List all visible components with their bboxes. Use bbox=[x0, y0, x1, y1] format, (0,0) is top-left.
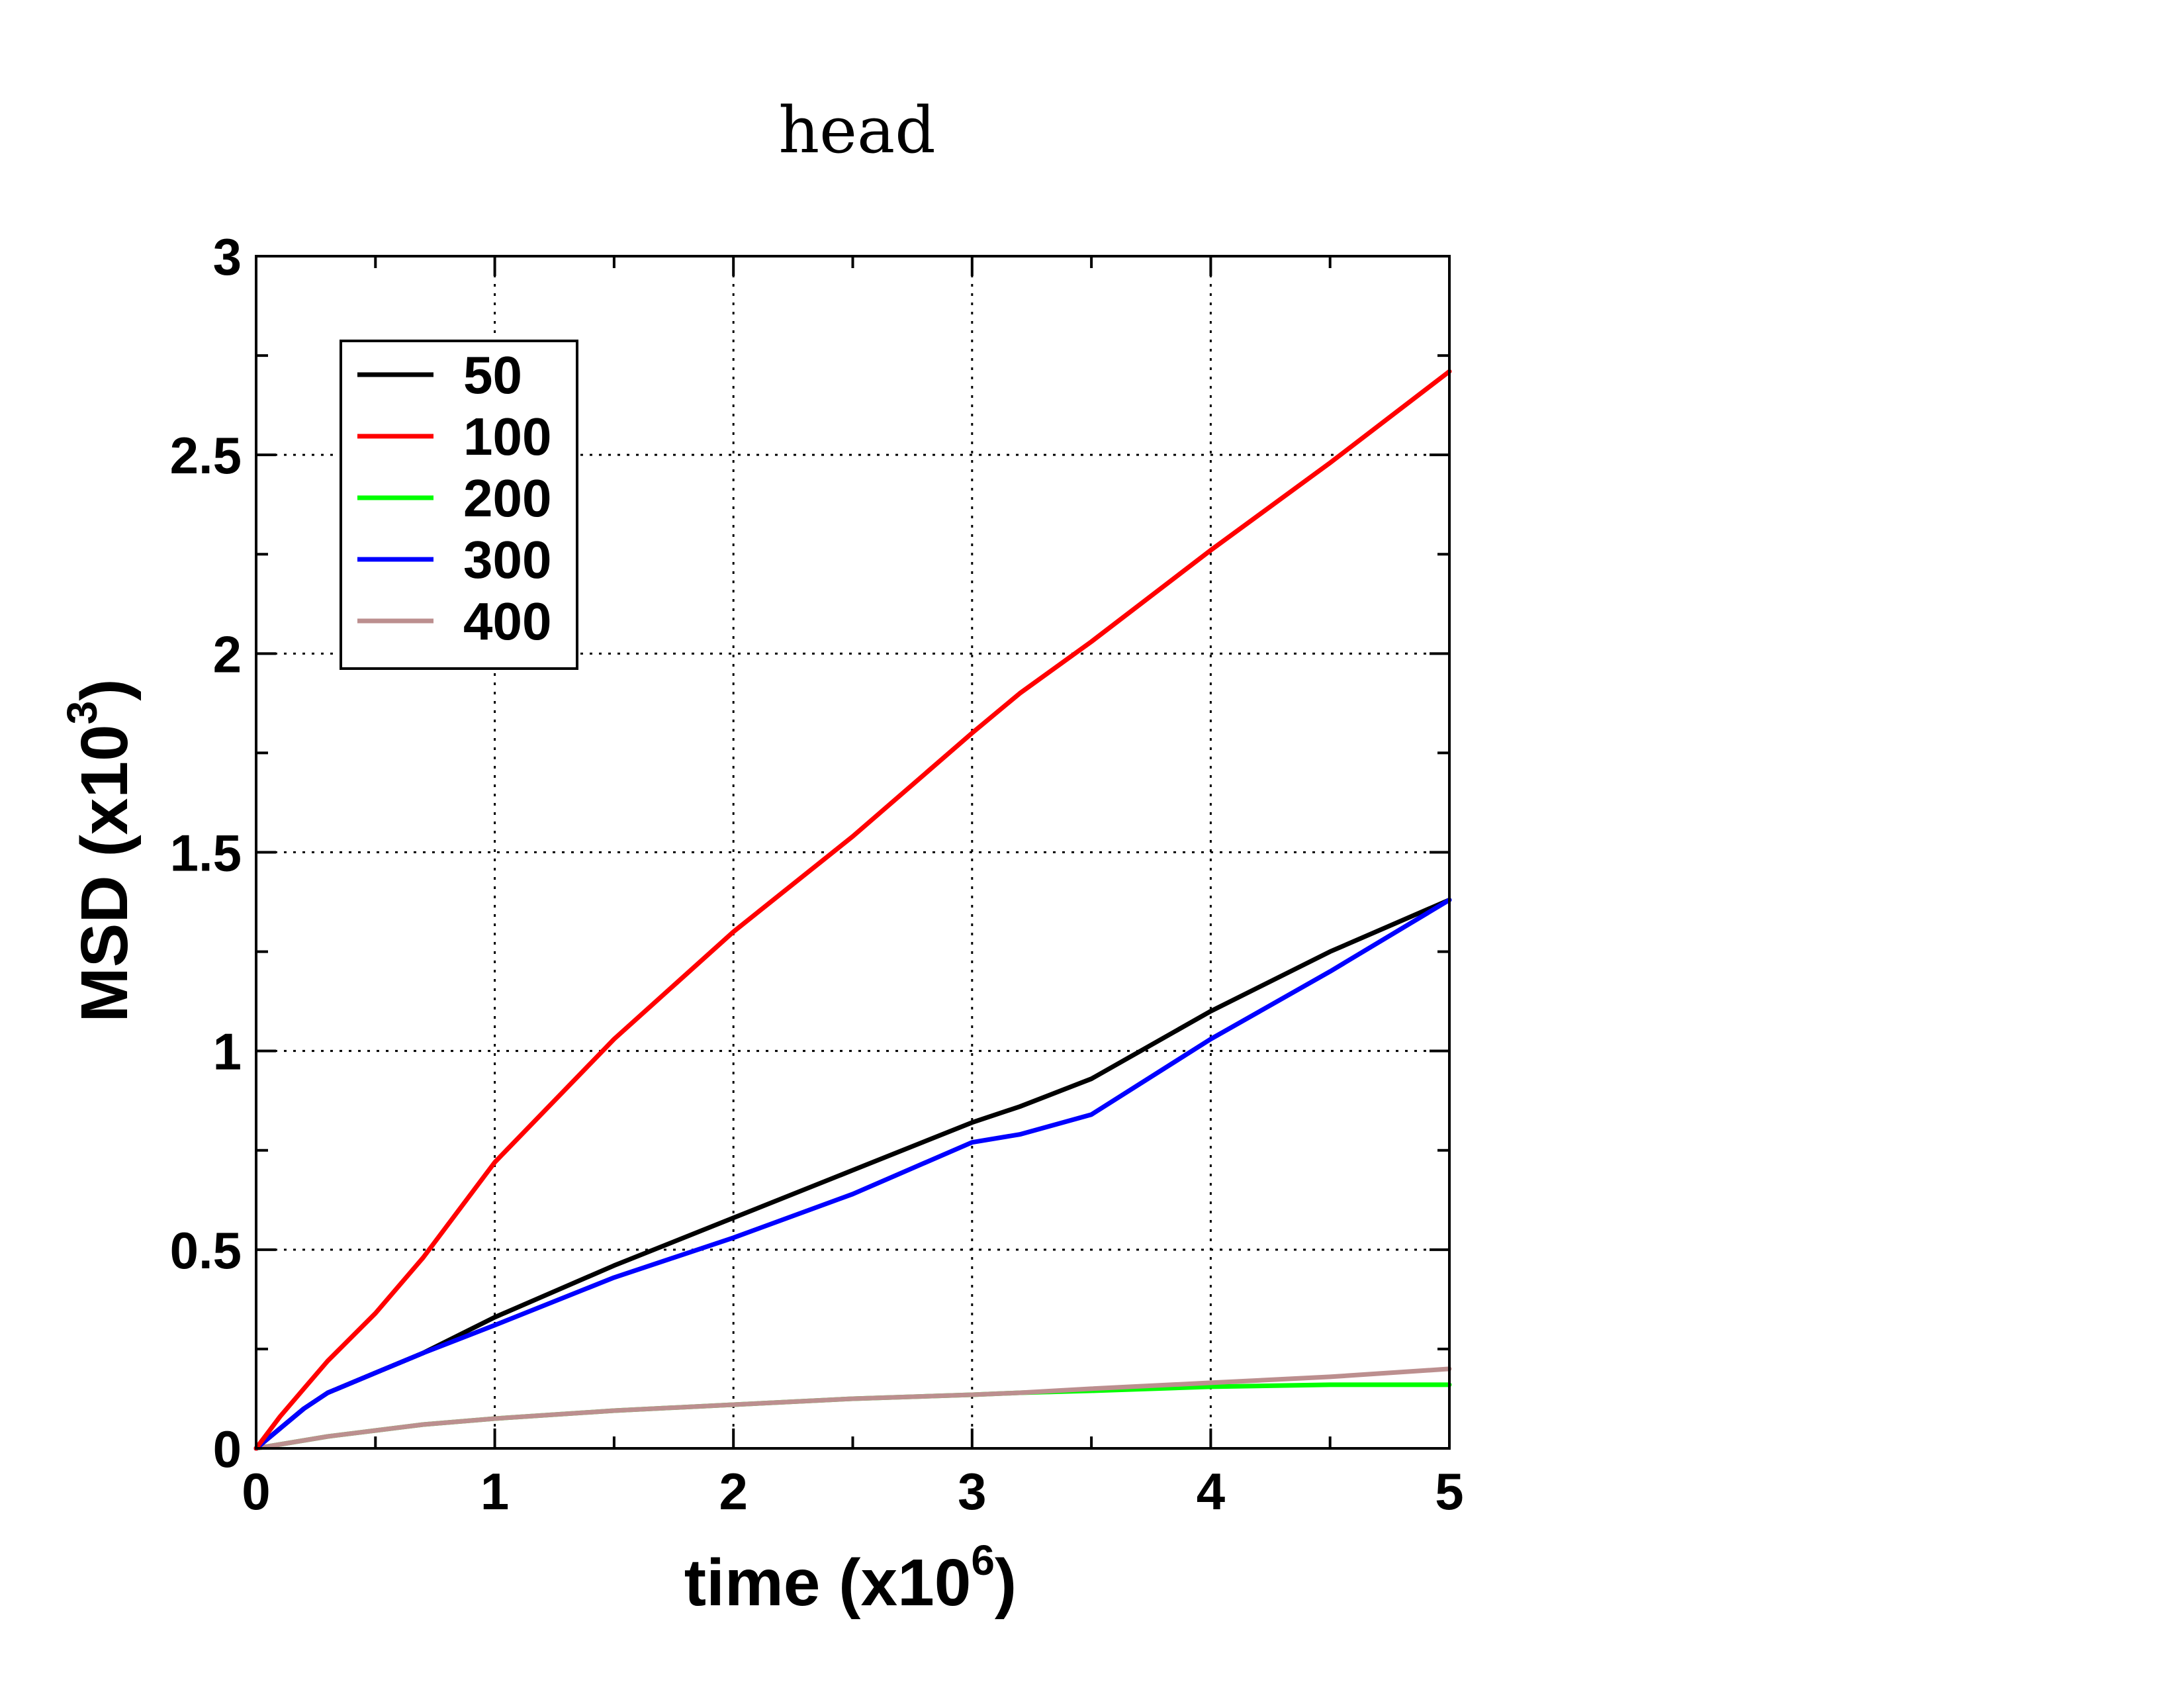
grid-lines bbox=[256, 256, 1449, 1448]
x-tick-label: 2 bbox=[719, 1462, 748, 1521]
series-line-400 bbox=[253, 1366, 1452, 1451]
x-axis-label: time (x106) bbox=[684, 1536, 1017, 1620]
series-layer bbox=[253, 369, 1452, 1451]
y-tick-labels: 0 0.5 1 1.5 2 2.5 3 bbox=[170, 228, 242, 1478]
y-tick-label: 1 bbox=[213, 1023, 242, 1081]
x-tick-label: 0 bbox=[242, 1462, 270, 1521]
x-tick-label: 1 bbox=[480, 1462, 509, 1521]
legend-label-300: 300 bbox=[463, 530, 551, 589]
y-tick-label: 2.5 bbox=[170, 426, 242, 485]
series-line-100 bbox=[253, 369, 1452, 1451]
series-line-50 bbox=[253, 898, 1452, 1451]
x-tick-label: 3 bbox=[958, 1462, 986, 1521]
axis-ticks bbox=[255, 255, 1451, 1450]
x-tick-label: 5 bbox=[1435, 1462, 1463, 1521]
y-axis-label: MSD (x103) bbox=[58, 679, 142, 1022]
series-line-300 bbox=[253, 898, 1452, 1451]
y-tick-label: 0 bbox=[213, 1420, 242, 1478]
y-tick-label: 0.5 bbox=[170, 1221, 242, 1280]
chart-title: head bbox=[778, 93, 935, 167]
x-tick-label: 4 bbox=[1197, 1462, 1225, 1521]
y-tick-label: 2 bbox=[213, 625, 242, 683]
y-tick-label: 1.5 bbox=[170, 824, 242, 882]
legend-label-400: 400 bbox=[463, 592, 551, 651]
y-tick-label: 3 bbox=[213, 228, 242, 286]
legend-box bbox=[340, 340, 578, 670]
legend-label-100: 100 bbox=[463, 407, 551, 466]
x-tick-labels: 0 1 2 3 4 5 bbox=[242, 1462, 1463, 1521]
legend-label-200: 200 bbox=[463, 469, 551, 528]
legend-label-50: 50 bbox=[463, 346, 522, 404]
